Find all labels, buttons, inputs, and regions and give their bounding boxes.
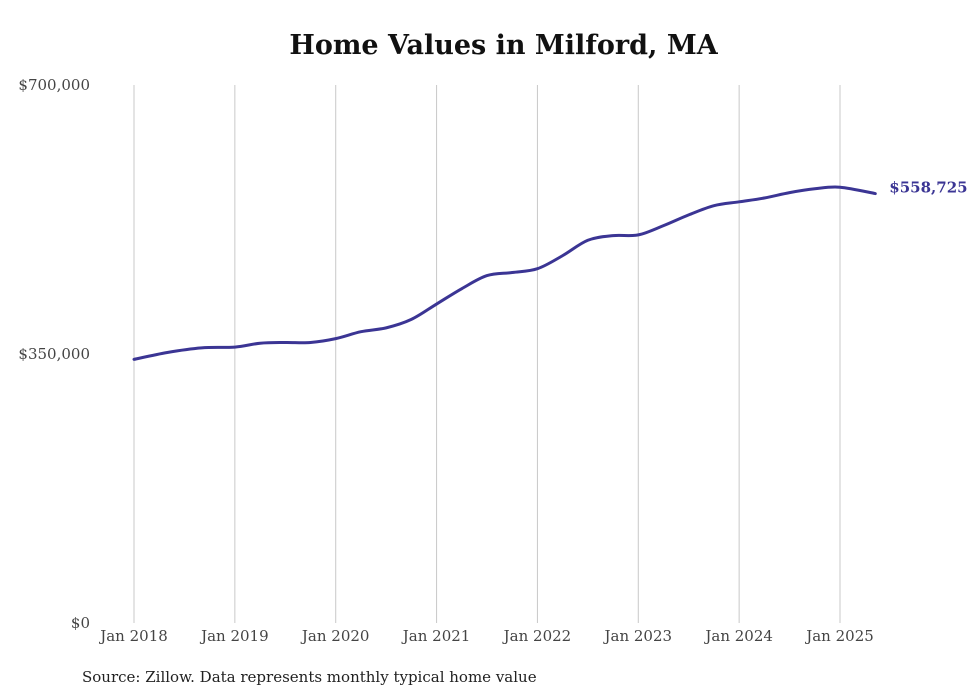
x-axis: Jan 2018 Jan 2019 Jan 2020 Jan 2021 Jan 2022… xyxy=(98,627,874,645)
source-note: Source: Zillow. Data represents monthly … xyxy=(82,668,537,686)
x-tick-label: Jan 2021 xyxy=(401,627,471,645)
series-line-0 xyxy=(132,185,877,361)
x-tick-label: Jan 2020 xyxy=(300,627,370,645)
x-tick-label: Jan 2023 xyxy=(603,627,673,645)
y-tick-label: $350,000 xyxy=(18,345,90,363)
x-tick-label: Jan 2018 xyxy=(98,627,168,645)
y-tick-label: $700,000 xyxy=(18,76,90,94)
x-tick-label: Jan 2024 xyxy=(703,627,773,645)
end-value-label: $558,725 xyxy=(889,179,967,197)
x-tick-label: Jan 2019 xyxy=(199,627,269,645)
grid-lines xyxy=(133,85,841,623)
chart-title: Home Values in Milford, MA xyxy=(289,30,718,61)
end-value-label-group: $558,725 xyxy=(889,179,967,197)
y-axis: $0 $350,000 $700,000 xyxy=(18,76,90,632)
y-tick-label: $0 xyxy=(71,614,90,632)
x-tick-label: Jan 2022 xyxy=(502,627,572,645)
series-lines xyxy=(132,185,877,361)
x-tick-label: Jan 2025 xyxy=(804,627,874,645)
